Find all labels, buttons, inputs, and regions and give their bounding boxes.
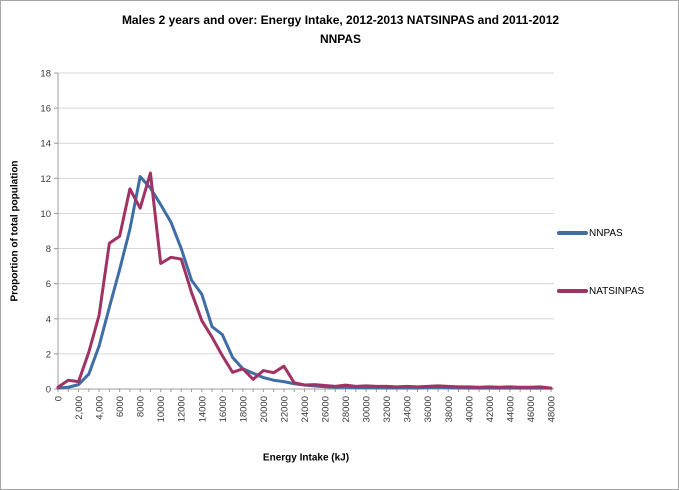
x-tick-label: 20000 (259, 396, 270, 422)
x-tick-label: 4,000 (95, 396, 106, 420)
x-tick-label: 28000 (341, 396, 352, 422)
x-axis-title: Energy Intake (kJ) (262, 452, 350, 464)
x-tick-label: 36000 (423, 396, 434, 422)
x-tick-label: 42000 (485, 396, 496, 422)
x-tick-label: 12000 (177, 396, 188, 422)
x-tick-label: 24000 (300, 396, 311, 422)
y-tick-label: 18 (40, 69, 51, 80)
chart-title-line1: Males 2 years and over: Energy Intake, 2… (121, 13, 560, 27)
legend-item-natsinpas: NATSINPAS (557, 284, 644, 298)
x-tick-label: 48000 (546, 396, 557, 422)
legend-swatch-natsinpas-icon (557, 288, 588, 294)
legend-item-nnpas: NNPAS (557, 226, 623, 240)
x-tick-label: 2,000 (74, 396, 85, 420)
x-tick-label: 44000 (505, 396, 516, 422)
chart-title-line2: NNPAS (319, 32, 362, 46)
y-tick-label: 6 (46, 279, 51, 290)
x-tick-label: 26000 (321, 396, 332, 422)
y-tick-label: 8 (46, 244, 51, 255)
x-tick-label: 34000 (403, 396, 414, 422)
x-tick-label: 6000 (115, 396, 126, 417)
series-line-natsinpas (56, 171, 553, 390)
chart-title: Males 2 years and over: Energy Intake, 2… (1, 11, 678, 49)
x-tick-label: 8000 (136, 396, 147, 417)
legend-label-nnpas: NNPAS (589, 227, 623, 239)
legend-swatch-nnpas-icon (557, 230, 588, 236)
y-tick-label: 4 (46, 314, 51, 325)
x-tick-label: 30000 (362, 396, 373, 422)
x-tick-label: 32000 (382, 396, 393, 422)
x-tick-label: 0 (54, 396, 65, 401)
y-tick-label: 10 (40, 209, 51, 220)
x-tick-label: 14000 (197, 396, 208, 422)
x-tick-label: 46000 (526, 396, 537, 422)
y-tick-label: 16 (40, 104, 51, 115)
y-tick-label: 0 (46, 385, 51, 396)
y-tick-label: 2 (46, 349, 51, 360)
x-tick-label: 40000 (464, 396, 475, 422)
x-tick-label: 10000 (156, 396, 167, 422)
x-tick-label: 16000 (218, 396, 229, 422)
x-tick-label: 38000 (444, 396, 455, 422)
x-tick-label: 18000 (238, 396, 249, 422)
series-line-nnpas (56, 175, 553, 390)
y-tick-label: 14 (40, 139, 51, 150)
y-tick-label: 12 (40, 174, 51, 185)
x-tick-label: 22000 (279, 396, 290, 422)
legend-label-natsinpas: NATSINPAS (589, 285, 645, 297)
